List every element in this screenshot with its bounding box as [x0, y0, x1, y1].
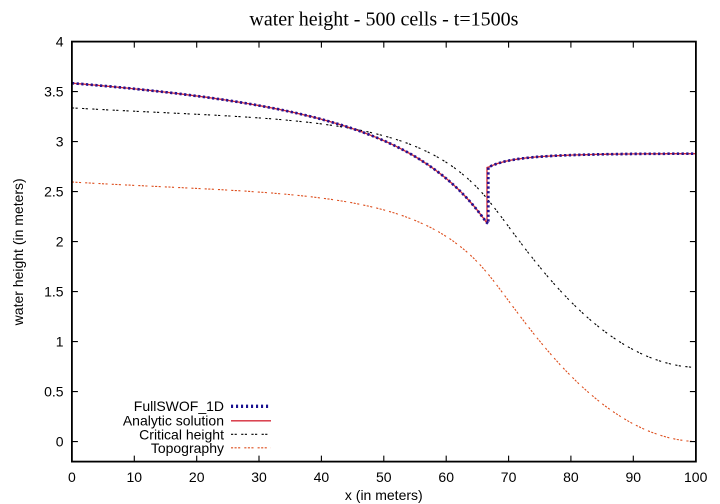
svg-text:2.5: 2.5 [44, 184, 64, 200]
svg-text:0: 0 [68, 469, 76, 485]
svg-text:3: 3 [56, 134, 64, 150]
svg-text:4: 4 [56, 34, 64, 50]
svg-text:Topography: Topography [151, 440, 224, 456]
svg-text:30: 30 [251, 469, 267, 485]
svg-text:Analytic solution: Analytic solution [123, 413, 224, 429]
svg-text:60: 60 [438, 469, 454, 485]
svg-text:80: 80 [563, 469, 579, 485]
svg-text:1.5: 1.5 [44, 284, 64, 300]
svg-text:water height (in meters): water height (in meters) [10, 178, 26, 326]
svg-text:x (in meters): x (in meters) [345, 487, 423, 503]
svg-text:100: 100 [684, 469, 708, 485]
svg-text:90: 90 [626, 469, 642, 485]
svg-text:10: 10 [127, 469, 143, 485]
svg-text:water height - 500 cells - t=1: water height - 500 cells - t=1500s [249, 9, 518, 31]
svg-text:Critical height: Critical height [139, 427, 224, 443]
svg-text:3.5: 3.5 [44, 84, 64, 100]
svg-text:0.5: 0.5 [44, 384, 64, 400]
svg-text:70: 70 [501, 469, 517, 485]
svg-text:1: 1 [56, 334, 64, 350]
svg-text:2: 2 [56, 234, 64, 250]
svg-text:20: 20 [189, 469, 205, 485]
svg-text:50: 50 [376, 469, 392, 485]
svg-text:0: 0 [56, 434, 64, 450]
svg-text:40: 40 [314, 469, 330, 485]
svg-text:FullSWOF_1D: FullSWOF_1D [134, 398, 224, 414]
